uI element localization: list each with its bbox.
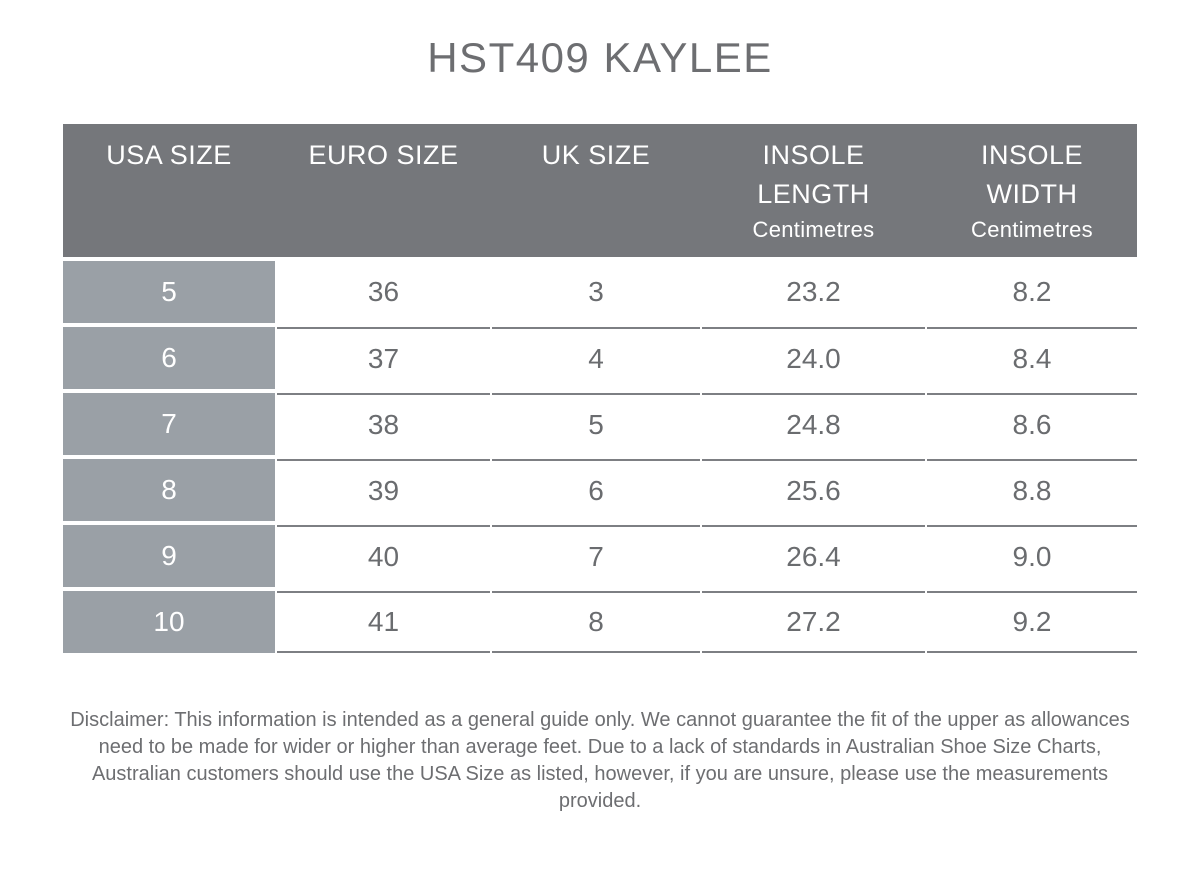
column-header-label: UK SIZE (541, 140, 651, 170)
table-cell-insole-width: 9.2 (927, 591, 1137, 653)
column-header-unit: Centimetres (971, 217, 1093, 243)
column-header-euro-size: EURO SIZE (277, 124, 490, 257)
table-row: 7 38 5 24.8 8.6 (63, 393, 1137, 455)
table-cell-euro-size: 37 (277, 327, 490, 389)
table-cell-usa-size: 5 (63, 261, 275, 323)
table-cell-usa-size: 6 (63, 327, 275, 389)
table-cell-uk-size: 6 (492, 459, 700, 521)
table-cell-insole-width: 9.0 (927, 525, 1137, 587)
table-cell-usa-size: 9 (63, 525, 275, 587)
table-row: 8 39 6 25.6 8.8 (63, 459, 1137, 521)
table-cell-insole-length: 23.2 (702, 261, 925, 323)
table-cell-uk-size: 3 (492, 261, 700, 323)
table-cell-euro-size: 38 (277, 393, 490, 455)
table-cell-euro-size: 39 (277, 459, 490, 521)
column-header-label: INSOLE WIDTH (980, 140, 1084, 210)
table-cell-uk-size: 4 (492, 327, 700, 389)
page-title: HST409 KAYLEE (427, 34, 773, 81)
column-header-usa-size: USA SIZE (63, 124, 275, 257)
table-cell-insole-length: 24.0 (702, 327, 925, 389)
table-cell-insole-width: 8.6 (927, 393, 1137, 455)
table-cell-insole-width: 8.8 (927, 459, 1137, 521)
table-row: 5 36 3 23.2 8.2 (63, 261, 1137, 323)
column-header-uk-size: UK SIZE (492, 124, 700, 257)
table-row: 6 37 4 24.0 8.4 (63, 327, 1137, 389)
table-cell-euro-size: 40 (277, 525, 490, 587)
column-header-insole-length: INSOLE LENGTH Centimetres (702, 124, 925, 257)
table-cell-insole-length: 27.2 (702, 591, 925, 653)
table-row: 10 41 8 27.2 9.2 (63, 591, 1137, 653)
table-cell-uk-size: 8 (492, 591, 700, 653)
column-header-insole-width: INSOLE WIDTH Centimetres (927, 124, 1137, 257)
table-cell-usa-size: 7 (63, 393, 275, 455)
table-cell-insole-width: 8.4 (927, 327, 1137, 389)
table-cell-euro-size: 41 (277, 591, 490, 653)
table-cell-insole-width: 8.2 (927, 261, 1137, 323)
table-cell-euro-size: 36 (277, 261, 490, 323)
table-cell-uk-size: 7 (492, 525, 700, 587)
column-header-label: EURO SIZE (308, 140, 459, 170)
table-cell-usa-size: 8 (63, 459, 275, 521)
size-chart-table: USA SIZE EURO SIZE UK SIZE INSOLE LENGTH… (63, 124, 1137, 653)
column-header-label: INSOLE LENGTH (757, 140, 870, 210)
table-cell-insole-length: 26.4 (702, 525, 925, 587)
table-cell-uk-size: 5 (492, 393, 700, 455)
table-cell-insole-length: 25.6 (702, 459, 925, 521)
table-body: 5 36 3 23.2 8.2 6 37 4 24.0 8.4 7 38 5 2… (63, 261, 1137, 653)
table-cell-usa-size: 10 (63, 591, 275, 653)
disclaimer-text: Disclaimer: This information is intended… (70, 709, 1130, 812)
column-header-unit: Centimetres (752, 217, 875, 243)
table-header-row: USA SIZE EURO SIZE UK SIZE INSOLE LENGTH… (63, 124, 1137, 257)
table-row: 9 40 7 26.4 9.0 (63, 525, 1137, 587)
table-cell-insole-length: 24.8 (702, 393, 925, 455)
column-header-label: USA SIZE (106, 140, 232, 170)
